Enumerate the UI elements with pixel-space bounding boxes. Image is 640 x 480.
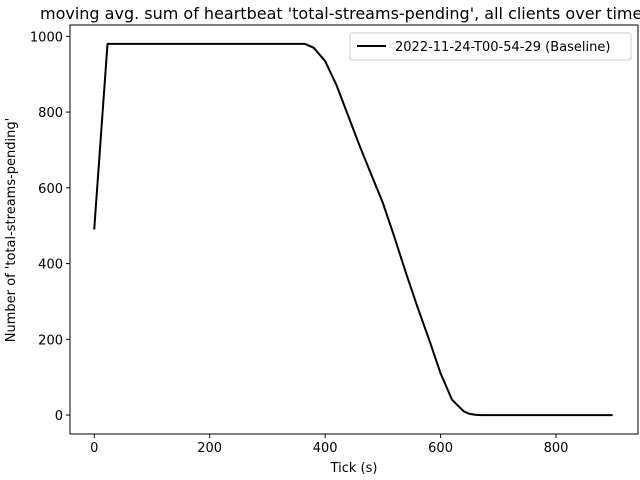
y-axis-label: Number of 'total-streams-pending' (4, 118, 19, 342)
series-layer (93, 42, 613, 417)
plot-area (69, 24, 639, 435)
x-tick-label: 600 (428, 441, 453, 456)
legend: 2022-11-24-T00-54-29 (Baseline) (349, 32, 632, 61)
x-tick-label: 400 (313, 441, 338, 456)
x-axis-label: Tick (s) (330, 461, 378, 476)
y-tick-label: 800 (38, 106, 63, 121)
y-axis-ticks: 0 200 400 600 800 1000 (30, 30, 70, 424)
x-axis-ticks: 0 200 400 600 800 (90, 434, 568, 456)
y-tick-label: 1000 (30, 30, 63, 45)
y-tick-label: 0 (55, 409, 63, 424)
x-tick-label: 800 (544, 441, 569, 456)
x-tick-label: 200 (197, 441, 222, 456)
legend-label: 2022-11-24-T00-54-29 (Baseline) (395, 40, 610, 55)
y-tick-label: 200 (38, 333, 63, 348)
chart-title: moving avg. sum of heartbeat 'total-stre… (40, 4, 640, 23)
y-tick-label: 600 (38, 182, 63, 197)
y-tick-label: 400 (38, 258, 63, 273)
series-line (93, 42, 613, 417)
legend-box (349, 32, 632, 61)
x-tick-label: 0 (90, 441, 98, 456)
